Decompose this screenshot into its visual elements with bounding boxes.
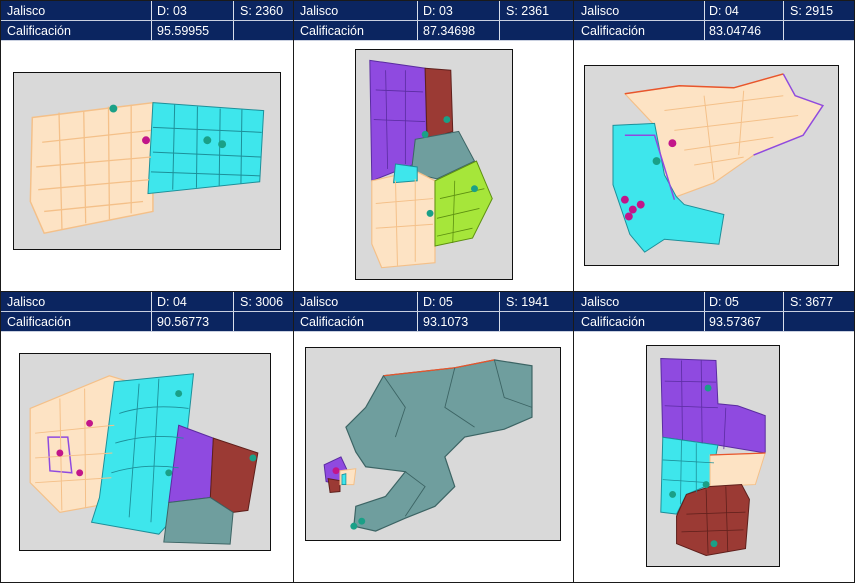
map-panel-4[interactable]: Jalisco D: 04 S: 3006 Calificación 90.56… xyxy=(0,291,294,583)
school-pin-icon xyxy=(332,467,366,530)
state-label: Jalisco xyxy=(7,4,46,18)
map-frame[interactable] xyxy=(305,347,561,541)
score-value: 93.1073 xyxy=(423,315,469,329)
state-label: Jalisco xyxy=(300,295,339,309)
section-map xyxy=(369,59,493,269)
score-value: 95.59955 xyxy=(157,24,210,38)
header-row-1: Jalisco D: 05 S: 3677 xyxy=(574,292,854,312)
score-value: 93.57367 xyxy=(709,315,762,329)
district-label: D: 04 xyxy=(157,295,187,309)
score-label: Calificación xyxy=(581,315,645,329)
header-row-1: Jalisco D: 05 S: 1941 xyxy=(294,292,573,312)
district-label: D: 05 xyxy=(709,295,739,309)
state-label: Jalisco xyxy=(581,295,620,309)
map-frame[interactable] xyxy=(19,353,271,551)
header-row-1: Jalisco D: 04 S: 2915 xyxy=(574,1,854,21)
state-label: Jalisco xyxy=(581,4,620,18)
score-label: Calificación xyxy=(7,24,71,38)
section-map xyxy=(323,359,533,532)
school-pin-icon xyxy=(56,390,257,477)
state-label: Jalisco xyxy=(300,4,339,18)
school-pin-icon xyxy=(109,104,227,149)
score-label: Calificación xyxy=(581,24,645,38)
section-map xyxy=(660,357,766,557)
map-panel-3[interactable]: Jalisco D: 04 S: 2915 Calificación 83.04… xyxy=(573,0,855,292)
score-value: 87.34698 xyxy=(423,24,476,38)
score-value: 83.04746 xyxy=(709,24,762,38)
district-label: D: 03 xyxy=(157,4,187,18)
header-row-2: Calificación 93.57367 xyxy=(574,312,854,332)
district-label: D: 05 xyxy=(423,295,453,309)
school-pin-icon xyxy=(669,384,718,548)
score-label: Calificación xyxy=(7,315,71,329)
district-label: D: 04 xyxy=(709,4,739,18)
header-row-2: Calificación 93.1073 xyxy=(294,312,573,332)
section-map xyxy=(29,101,265,235)
map-frame[interactable] xyxy=(13,72,281,250)
section-label: S: 3006 xyxy=(240,295,284,309)
map-panel-2[interactable]: Jalisco D: 03 S: 2361 Calificación 87.34… xyxy=(293,0,574,292)
score-label: Calificación xyxy=(300,315,364,329)
section-label: S: 2360 xyxy=(240,4,284,18)
header-row-2: Calificación 95.59955 xyxy=(1,21,293,41)
header-row-2: Calificación 90.56773 xyxy=(1,312,293,332)
score-label: Calificación xyxy=(300,24,364,38)
state-label: Jalisco xyxy=(7,295,46,309)
score-value: 90.56773 xyxy=(157,315,210,329)
map-panel-1[interactable]: Jalisco D: 03 S: 2360 Calificación 95.59… xyxy=(0,0,294,292)
header-row-1: Jalisco D: 03 S: 2361 xyxy=(294,1,573,21)
school-pin-icon xyxy=(620,139,677,221)
header-row-1: Jalisco D: 03 S: 2360 xyxy=(1,1,293,21)
map-panel-5[interactable]: Jalisco D: 05 S: 1941 Calificación 93.10… xyxy=(293,291,574,583)
section-label: S: 2915 xyxy=(790,4,834,18)
map-frame[interactable] xyxy=(646,345,780,567)
map-panel-6[interactable]: Jalisco D: 05 S: 3677 Calificación 93.57… xyxy=(573,291,855,583)
map-frame[interactable] xyxy=(355,49,513,280)
section-label: S: 1941 xyxy=(506,295,550,309)
section-label: S: 3677 xyxy=(790,295,834,309)
district-label: D: 03 xyxy=(423,4,453,18)
header-row-2: Calificación 83.04746 xyxy=(574,21,854,41)
school-pin-icon xyxy=(421,116,478,217)
section-map xyxy=(612,73,825,253)
header-row-1: Jalisco D: 04 S: 3006 xyxy=(1,292,293,312)
header-row-2: Calificación 87.34698 xyxy=(294,21,573,41)
section-map xyxy=(29,373,259,545)
map-frame[interactable] xyxy=(584,65,839,266)
section-label: S: 2361 xyxy=(506,4,550,18)
